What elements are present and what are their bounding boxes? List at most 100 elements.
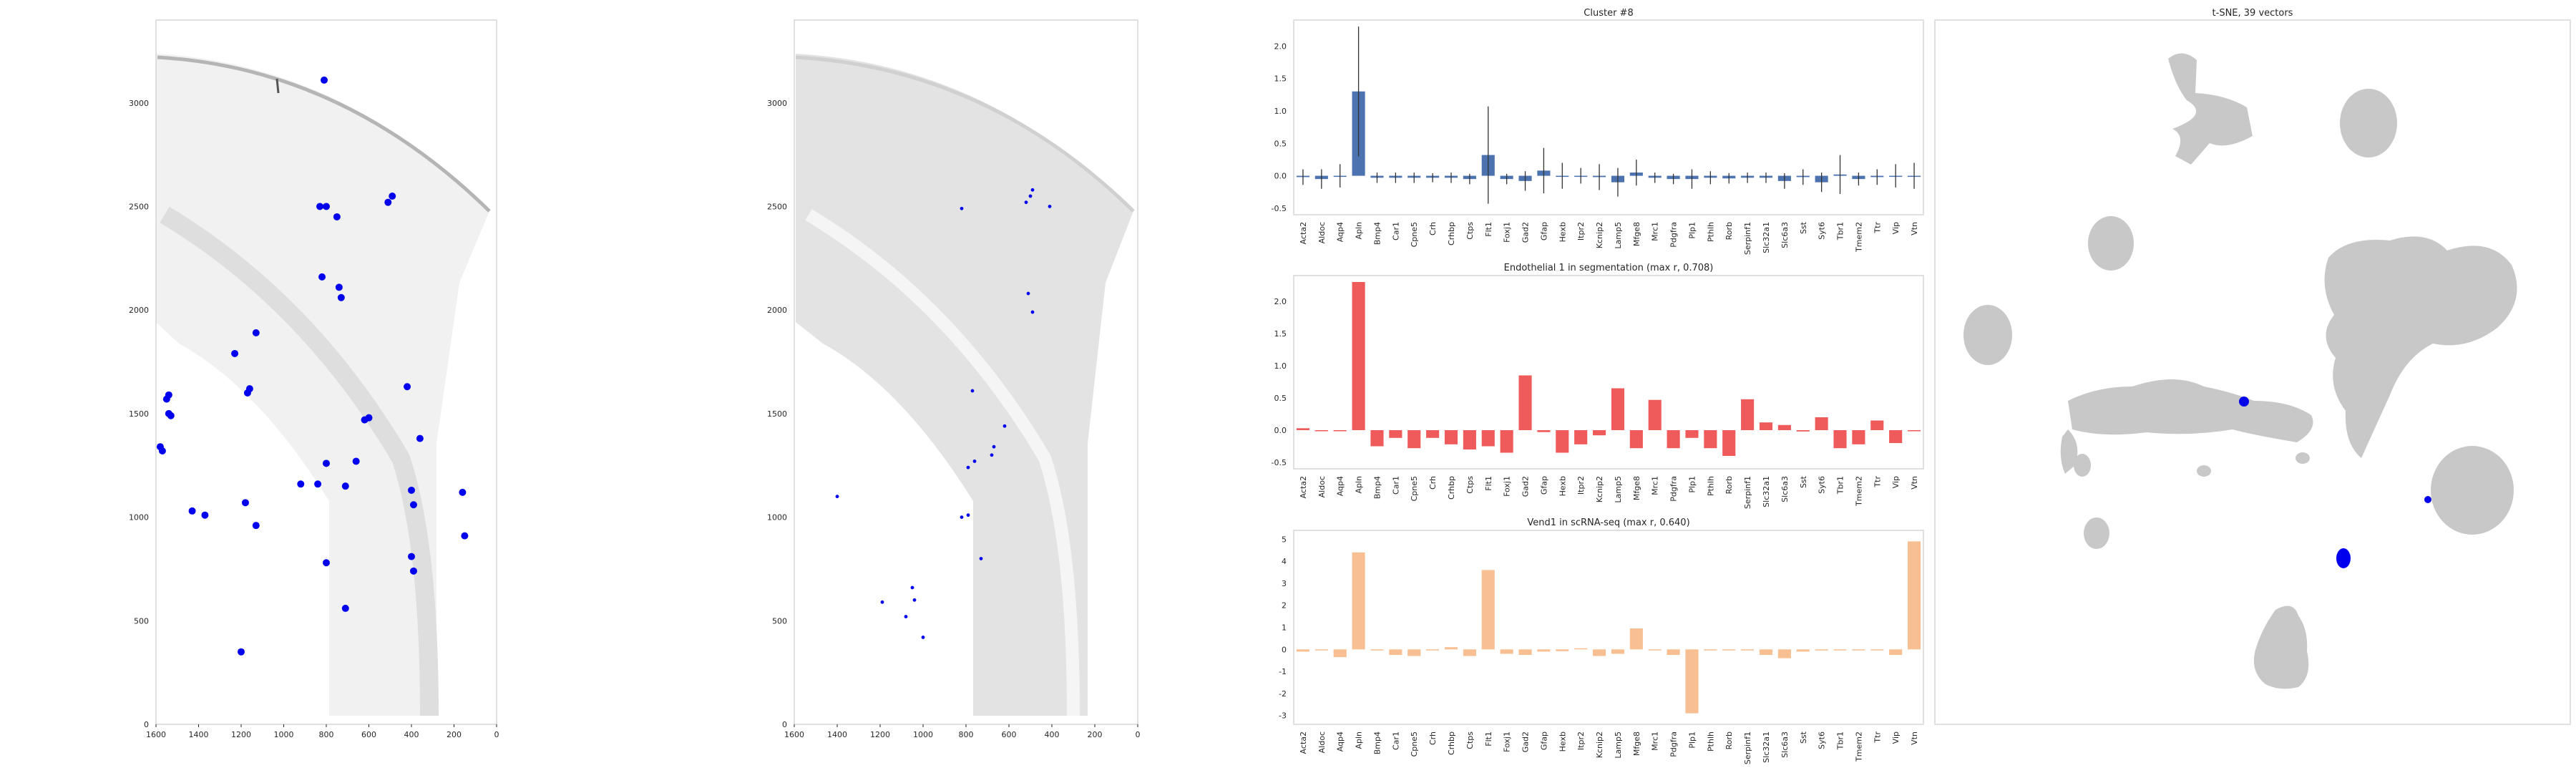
bar <box>1870 649 1884 651</box>
tissue-map-left-y-ticks: 0 500 1000 1500 2000 2500 3000 <box>129 99 149 729</box>
bar <box>1407 649 1421 656</box>
tissue-map-left-x-ticks: 1600 1400 1200 1000 800 600 400 200 0 <box>146 724 499 739</box>
x-tick-label: Slc32a1 <box>1762 731 1771 763</box>
bar <box>1741 399 1755 430</box>
x-tick-label: Car1 <box>1391 476 1400 495</box>
x-tick-label: Aqp4 <box>1336 222 1345 242</box>
x-tick-label: Car1 <box>1391 222 1400 240</box>
bar <box>1796 430 1810 432</box>
data-point <box>241 499 249 507</box>
bar <box>1685 430 1699 438</box>
x-tick-label: Gfap <box>1539 731 1548 750</box>
bar <box>1574 430 1588 444</box>
bar <box>1759 422 1773 430</box>
x-tick-label: Pdgfra <box>1669 731 1679 757</box>
bar <box>1908 430 1921 432</box>
tsne-highlight-cluster <box>2336 548 2351 568</box>
x-tick-label: Gfap <box>1539 476 1548 495</box>
bar <box>1648 399 1662 430</box>
bar <box>1463 649 1476 656</box>
y-tick-label: 3000 <box>129 99 149 108</box>
x-tick-label: Foxj1 <box>1503 731 1512 752</box>
x-tick-label: Tmem2 <box>1854 476 1863 507</box>
cluster-8-marks: -0.5 0.0 0.5 1.0 1.5 2.0 Acta2 Aldoc Aqp4 Apln Bmp… <box>1272 26 1921 255</box>
x-tick-label: Crhbp <box>1447 731 1456 755</box>
y-tick-label: 0 <box>782 720 787 729</box>
bar <box>1629 430 1643 449</box>
x-tick-label: Ttr <box>1873 222 1882 234</box>
y-tick-label: 1.0 <box>1274 361 1287 371</box>
bar <box>1870 420 1884 430</box>
data-point <box>1048 205 1052 208</box>
data-point <box>416 434 424 442</box>
x-tick-label: Rorb <box>1724 222 1734 240</box>
data-point <box>1026 291 1030 296</box>
x-tick-label: Hexb <box>1558 222 1567 242</box>
tissue-map-left-background <box>156 54 491 716</box>
data-point <box>904 615 908 618</box>
data-point <box>314 480 322 488</box>
x-tick-label: Crhbp <box>1447 222 1456 245</box>
x-tick-label: 1600 <box>146 730 166 739</box>
x-tick-label: Hexb <box>1558 476 1567 496</box>
data-point <box>912 598 917 602</box>
x-tick-label: Rorb <box>1724 731 1734 749</box>
y-tick-label: 0.0 <box>1274 172 1287 181</box>
x-tick-label: Gad2 <box>1521 476 1531 497</box>
data-point <box>910 585 914 590</box>
x-tick-label: Itpr2 <box>1576 476 1586 495</box>
x-tick-label: 1400 <box>189 730 209 739</box>
x-tick-label: Vtn <box>1910 731 1919 745</box>
y-tick-label: -3 <box>1279 711 1287 721</box>
data-point <box>1028 194 1033 198</box>
bar <box>1537 430 1551 432</box>
x-tick-label: Tbr1 <box>1836 222 1845 240</box>
data-point <box>252 329 260 337</box>
x-tick-label: Vip <box>1891 222 1901 234</box>
bar <box>1833 649 1847 651</box>
tsne-title: t-SNE, 39 vectors <box>2212 8 2293 19</box>
y-tick-label: 1.0 <box>1274 107 1287 116</box>
bar <box>1500 430 1513 453</box>
bar <box>1556 649 1569 651</box>
x-tick-label: 800 <box>319 730 334 739</box>
bar <box>1722 430 1736 456</box>
bar <box>1667 649 1680 655</box>
x-tick-label: Mfge8 <box>1632 731 1641 756</box>
x-tick-label: Ttr <box>1873 476 1882 488</box>
x-tick-label: Aldoc <box>1317 731 1327 753</box>
y-tick-label: 2500 <box>767 202 787 211</box>
y-tick-label: 1000 <box>767 513 787 522</box>
x-tick-label: Pdgfra <box>1669 222 1679 248</box>
x-tick-label: Slc6a3 <box>1780 222 1790 248</box>
data-point <box>165 409 172 417</box>
bar <box>1796 649 1810 652</box>
endothelial-1-panel: Endothelial 1 in segmentation (max r, 0.… <box>1272 263 1924 509</box>
data-point <box>1030 310 1035 314</box>
x-tick-label: Plp1 <box>1687 476 1697 493</box>
data-point <box>323 203 330 210</box>
bar <box>1444 430 1458 444</box>
y-tick-label: 4 <box>1282 557 1287 566</box>
x-tick-label: Kcnip2 <box>1595 476 1604 502</box>
x-tick-label: Pdgfra <box>1669 476 1679 502</box>
data-point <box>459 488 467 496</box>
x-tick-label: Slc32a1 <box>1762 476 1771 507</box>
x-tick-label: Mfge8 <box>1632 476 1641 500</box>
y-tick-label: 0.5 <box>1274 139 1287 148</box>
data-point <box>323 559 330 567</box>
x-tick-label: 0 <box>1136 730 1141 739</box>
bar <box>1389 430 1402 438</box>
x-tick-label: Itpr2 <box>1576 222 1586 240</box>
bar <box>1537 649 1551 652</box>
x-tick-label: Gad2 <box>1521 222 1531 243</box>
data-point <box>461 532 469 540</box>
y-tick-label: 0.5 <box>1274 394 1287 403</box>
data-point <box>245 385 253 393</box>
x-tick-label: Cpne5 <box>1410 731 1419 757</box>
data-point <box>409 501 417 509</box>
y-tick-label: 3 <box>1282 579 1287 588</box>
bar <box>1407 430 1421 449</box>
x-tick-label: Flt1 <box>1484 476 1493 491</box>
